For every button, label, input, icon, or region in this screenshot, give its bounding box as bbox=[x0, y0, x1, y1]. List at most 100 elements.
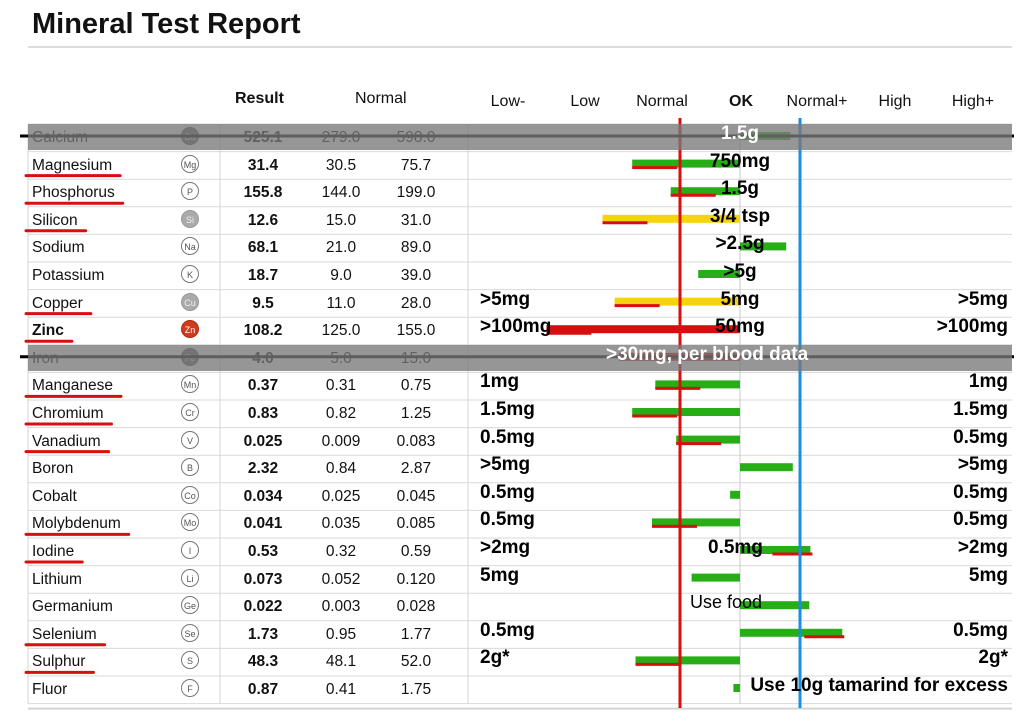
table-row: Lithium Li 0.073 0.052 0.120 bbox=[28, 566, 468, 594]
normal-low-value: 0.052 bbox=[321, 570, 361, 588]
mineral-name: Molybdenum bbox=[32, 515, 121, 533]
result-value: 0.37 bbox=[247, 377, 279, 395]
normal-high-value: 39.0 bbox=[400, 267, 432, 284]
recommendation-label: >2mg bbox=[480, 537, 531, 558]
mineral-name: Selenium bbox=[32, 625, 97, 643]
result-bar bbox=[546, 325, 740, 334]
table-row: Sulphur S 48.3 48.1 52.0 bbox=[28, 648, 468, 676]
scale-label: High bbox=[879, 93, 912, 110]
element-symbol-icon: Mg bbox=[181, 154, 199, 173]
mineral-name: Fluor bbox=[32, 681, 68, 698]
scale-label: Normal+ bbox=[787, 93, 848, 110]
recommendation-label: >30mg, per blood data bbox=[606, 343, 809, 365]
table-row: Germanium Ge 0.022 0.003 0.028 bbox=[28, 593, 468, 621]
mineral-name: Iodine bbox=[32, 543, 75, 560]
mineral-name: Silicon bbox=[32, 211, 78, 229]
recommendation-label: 1.5mg bbox=[953, 399, 1008, 420]
result-value: 0.022 bbox=[243, 598, 283, 616]
table-row: Silicon Si 12.6 15.0 31.0 bbox=[28, 207, 468, 235]
mineral-name: Phosphorus bbox=[32, 184, 115, 202]
recommendation-label: >5g bbox=[723, 261, 757, 282]
mineral-name: Sodium bbox=[32, 239, 85, 257]
result-bar bbox=[740, 463, 793, 472]
mineral-name: Potassium bbox=[32, 267, 105, 284]
result-value: 1.73 bbox=[247, 625, 279, 643]
recommendation-label: 1.5mg bbox=[480, 399, 535, 420]
normal-low-value: 125.0 bbox=[321, 322, 361, 340]
normal-header: Normal bbox=[355, 90, 407, 107]
scale-label: Normal bbox=[636, 93, 688, 110]
result-value: 0.041 bbox=[243, 515, 283, 533]
normal-high-value: 0.59 bbox=[400, 543, 432, 560]
normal-high-value: 0.045 bbox=[396, 487, 436, 505]
normal-low-value: 0.003 bbox=[321, 598, 361, 616]
result-value: 0.83 bbox=[247, 405, 279, 422]
mineral-name: Zinc bbox=[32, 322, 64, 340]
recommendation-label: >2.5g bbox=[715, 233, 765, 255]
normal-high-value: 31.0 bbox=[400, 211, 432, 229]
normal-high-value: 1.75 bbox=[400, 681, 432, 698]
result-bar bbox=[676, 435, 740, 444]
table-row: Fluor F 0.87 0.41 1.75 bbox=[28, 676, 468, 704]
normal-high-value: 155.0 bbox=[396, 322, 436, 340]
recommendation-label: 0.5mg bbox=[480, 619, 535, 641]
recommendation-label: 1mg bbox=[968, 371, 1008, 393]
normal-low-value: 0.82 bbox=[325, 405, 357, 422]
mineral-name: Sulphur bbox=[32, 653, 86, 671]
element-symbol-icon: F bbox=[181, 679, 199, 697]
recommendation-label: Use food bbox=[690, 592, 763, 613]
normal-low-value: 0.009 bbox=[321, 432, 361, 450]
normal-high-value: 1.77 bbox=[400, 625, 432, 643]
recommendation-label: 5mg bbox=[480, 564, 520, 586]
normal-high-value: 0.120 bbox=[396, 570, 436, 588]
result-bar bbox=[670, 187, 740, 196]
element-symbol-icon: Cu bbox=[181, 292, 199, 311]
table-row: Selenium Se 1.73 0.95 1.77 bbox=[28, 621, 468, 649]
result-value: 0.025 bbox=[243, 432, 283, 450]
normal-high-value: 0.085 bbox=[396, 515, 436, 533]
table-row: Manganese Mn 0.37 0.31 0.75 bbox=[28, 372, 468, 400]
element-symbol-icon: Cr bbox=[181, 403, 199, 421]
normal-high-value: 1.25 bbox=[400, 405, 432, 422]
recommendation-label: 2g* bbox=[978, 647, 1008, 669]
recommendation-label: 50mg bbox=[715, 316, 765, 338]
recommendation-label: 0.5mg bbox=[480, 426, 535, 448]
recommendation-label: >5mg bbox=[480, 454, 531, 476]
result-bar bbox=[614, 297, 740, 306]
mineral-name: Copper bbox=[32, 294, 83, 312]
table-row: Boron B 2.32 0.84 2.87 bbox=[28, 455, 468, 483]
recommendation-label: 0.5mg bbox=[953, 426, 1008, 448]
result-value: 155.8 bbox=[243, 184, 283, 202]
table-row: Magnesium Mg 31.4 30.5 75.7 bbox=[28, 152, 468, 180]
result-value: 2.32 bbox=[247, 460, 279, 478]
result-bar bbox=[740, 601, 810, 610]
mineral-name: Chromium bbox=[32, 405, 104, 422]
normal-low-value: 15.0 bbox=[325, 211, 357, 229]
result-bar bbox=[691, 573, 740, 582]
element-symbol-icon: K bbox=[181, 265, 199, 283]
normal-high-value: 2.87 bbox=[400, 460, 432, 478]
result-bar bbox=[740, 546, 811, 554]
normal-low-value: 30.5 bbox=[325, 156, 357, 174]
table-row: Chromium Cr 0.83 0.82 1.25 bbox=[28, 400, 468, 428]
result-bar bbox=[740, 242, 787, 251]
normal-high-value: 28.0 bbox=[400, 294, 432, 312]
result-value: 18.7 bbox=[247, 267, 279, 284]
table-row: Molybdenum Mo 0.041 0.035 0.085 bbox=[28, 510, 468, 538]
recommendation-label: 1mg bbox=[480, 371, 520, 393]
normal-high-value: 0.75 bbox=[400, 377, 432, 395]
normal-high-value: 89.0 bbox=[400, 239, 432, 257]
recommendation-label: >100mg bbox=[936, 316, 1008, 338]
recommendation-label: >2mg bbox=[957, 537, 1008, 558]
mineral-name: Manganese bbox=[32, 377, 114, 395]
normal-high-value: 0.083 bbox=[396, 432, 436, 450]
table-row: Phosphorus P 155.8 144.0 199.0 bbox=[28, 179, 468, 207]
scale-label: OK bbox=[729, 93, 753, 110]
normal-low-value: 11.0 bbox=[326, 294, 356, 312]
normal-low-value: 21.0 bbox=[325, 239, 357, 257]
scale-label: Low- bbox=[491, 93, 526, 110]
recommendation-label: >100mg bbox=[480, 316, 552, 338]
recommendation-label: 0.5mg bbox=[708, 537, 763, 558]
mineral-name: Vanadium bbox=[32, 432, 101, 450]
element-symbol-icon: Mn bbox=[181, 375, 199, 394]
